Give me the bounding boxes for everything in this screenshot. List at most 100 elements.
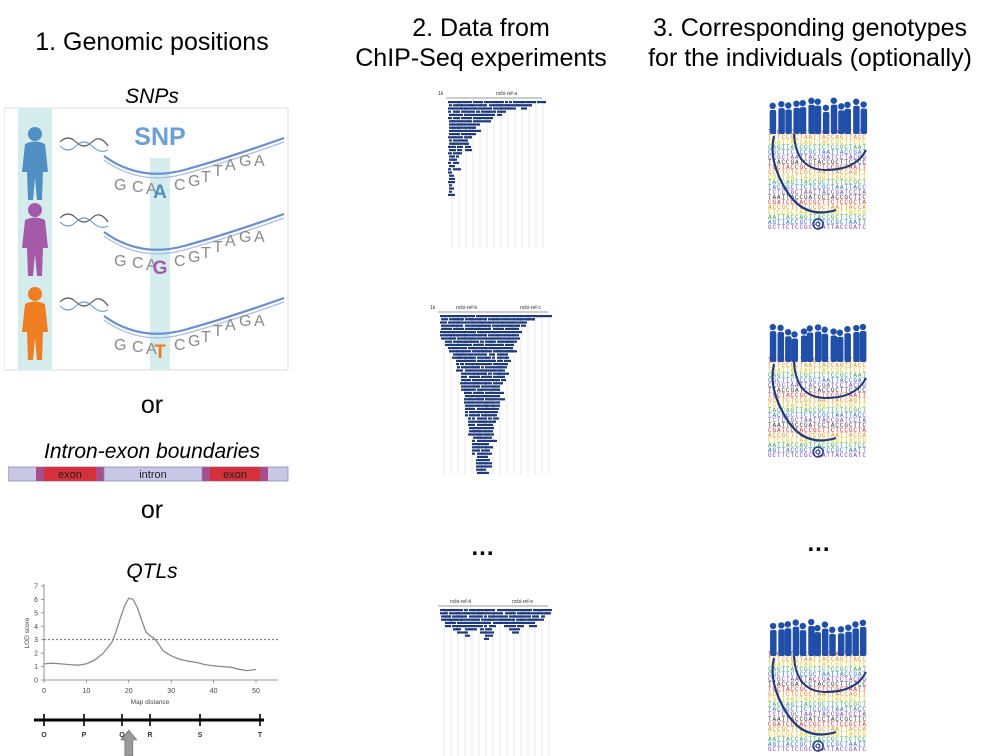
read-mark <box>477 452 484 455</box>
read-mark <box>452 107 457 110</box>
read-mark <box>469 334 476 337</box>
exon-segment-2 <box>210 467 260 481</box>
read-mark <box>485 385 488 388</box>
genotype-sequence-row: AATTACCAGTTACCGCTTCTCC <box>768 736 866 743</box>
read-mark <box>484 353 487 356</box>
read-mark <box>485 433 489 436</box>
read-mark <box>452 155 455 158</box>
read-mark <box>532 621 535 624</box>
read-mark <box>457 142 460 145</box>
read-mark <box>460 123 463 126</box>
read-mark <box>500 334 505 337</box>
read-mark <box>488 612 495 615</box>
read-mark <box>485 612 488 615</box>
read-mark <box>477 430 481 433</box>
read-mark <box>481 452 484 455</box>
read-mark <box>457 133 460 136</box>
read-mark <box>448 101 453 104</box>
read-mark <box>493 369 497 372</box>
read-mark <box>516 318 523 321</box>
read-mark <box>501 104 507 107</box>
read-mark <box>520 615 525 618</box>
read-mark <box>508 343 514 346</box>
genotype-sequence-row: GCTTCTCCGCTAATTACCAGTT <box>768 691 866 698</box>
qtl-arrow-icon <box>120 729 138 756</box>
genotype-curve <box>771 135 837 214</box>
read-mark <box>484 625 487 628</box>
read-mark <box>441 615 448 618</box>
read-mark <box>461 139 467 142</box>
read-mark <box>473 107 477 110</box>
read-mark <box>476 340 479 343</box>
read-mark <box>509 318 515 321</box>
read-mark <box>512 331 518 334</box>
read-mark <box>448 161 451 164</box>
read-mark <box>464 129 471 132</box>
target-icon <box>812 740 824 752</box>
read-mark <box>440 609 448 612</box>
read-mark <box>497 609 500 612</box>
read-mark <box>513 621 520 624</box>
genotype-sequence-row: CAGTTACCGCTTCTCCGCTAAT <box>768 144 866 151</box>
read-mark <box>500 347 505 350</box>
column-3-title: 3. Corresponding genotypes for the indiv… <box>632 13 983 73</box>
read-mark <box>521 315 525 318</box>
read-mark <box>473 618 478 621</box>
x-axis-label: Map distance <box>131 699 170 706</box>
read-mark <box>460 318 463 321</box>
read-mark <box>460 334 467 337</box>
read-mark <box>456 155 459 158</box>
read-mark <box>453 136 457 139</box>
read-mark <box>456 625 463 628</box>
read-mark <box>508 324 512 327</box>
read-mark <box>468 324 474 327</box>
read-mark <box>484 455 488 458</box>
read-mark <box>496 327 499 330</box>
read-mark <box>477 407 483 410</box>
read-mark <box>457 149 462 152</box>
read-mark <box>457 152 462 155</box>
read-mark <box>449 133 453 136</box>
read-mark <box>476 385 480 388</box>
read-mark <box>504 318 510 321</box>
read-mark <box>496 350 504 353</box>
read-mark <box>505 315 510 318</box>
read-mark <box>484 414 490 417</box>
base-letter: T <box>213 239 223 256</box>
read-mark <box>480 104 486 107</box>
read-mark <box>521 612 527 615</box>
read-mark <box>493 414 497 417</box>
read-mark <box>472 449 479 452</box>
read-mark <box>445 324 448 327</box>
genotype-panel-3: TACCGCTTCTCCGCTAATTACC TCTCCGCTAATTACCAGT… <box>768 618 867 753</box>
read-mark <box>501 372 509 375</box>
read-mark <box>457 315 463 318</box>
genotype-sequence-row: TCCTACCGCTTCTCCGCTAATT <box>768 392 866 399</box>
base-letter: A <box>254 229 265 246</box>
dna-strand <box>103 136 285 175</box>
genotype-sequence-row: ACCGCTTCTCCGCTAATTACCA <box>768 432 866 439</box>
read-mark <box>453 168 461 171</box>
read-mark <box>476 353 480 356</box>
base-letter: G <box>188 249 200 266</box>
base-letter: A <box>225 317 236 334</box>
marker-label: R <box>147 732 152 739</box>
read-mark <box>497 398 505 401</box>
read-mark <box>485 324 490 327</box>
read-mark <box>452 609 456 612</box>
read-mark <box>488 359 493 362</box>
read-mark <box>465 411 468 414</box>
read-mark <box>485 356 489 359</box>
read-mark <box>525 318 530 321</box>
read-mark <box>481 110 485 113</box>
genotype-sequence-row: ACCGCTTCTCCGCTAATTACCA <box>768 726 866 733</box>
genotype-panel-2: TACCGCTTCTCCGCTAATTACC TCTCCGCTAATTACCAGT… <box>768 323 867 459</box>
read-mark <box>528 615 531 618</box>
read-mark <box>480 427 486 430</box>
read-mark <box>469 104 473 107</box>
read-mark <box>460 359 467 362</box>
read-mark <box>493 411 498 414</box>
track-label: 1k <box>430 305 436 311</box>
genotype-sequence-row: TCTCCGCTAATTACCAGTTACC <box>768 656 866 663</box>
read-mark <box>457 621 462 624</box>
